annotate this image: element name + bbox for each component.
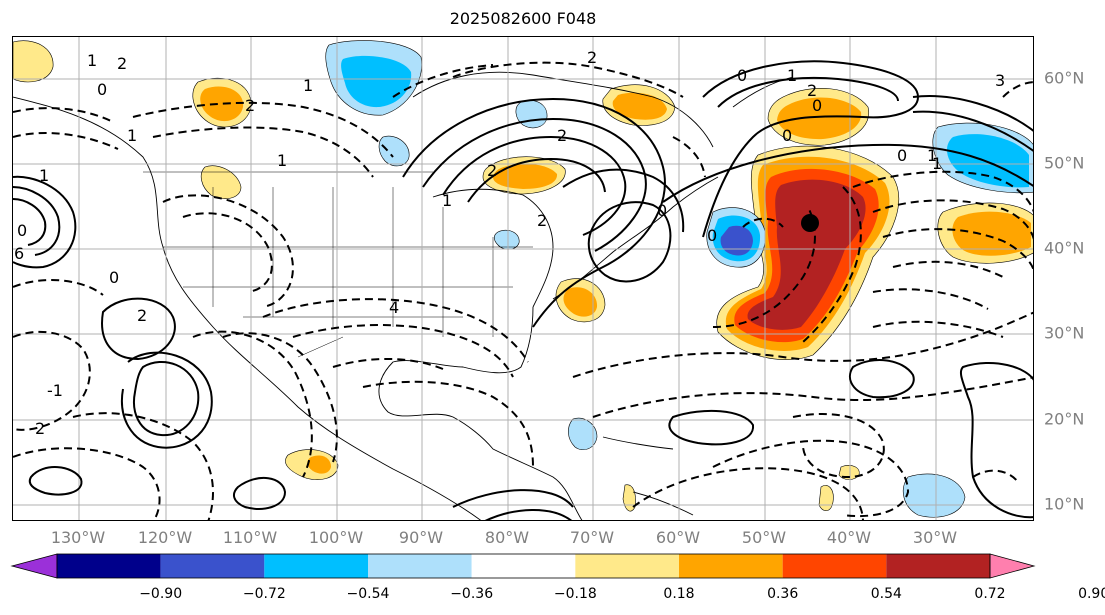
colorbar-tick-label: −0.54 [346, 586, 390, 602]
lon-tick-label: 130°W [50, 528, 106, 547]
colorbar-tick-label: −0.18 [553, 586, 597, 602]
contour-value-label: 3 [995, 71, 1005, 90]
contour-value-label: 0 [109, 268, 119, 287]
colorbar-bin [471, 554, 576, 578]
contour-value-label: 1 [127, 126, 137, 145]
colorbar-min-extend [10, 553, 58, 579]
lat-tick-label: 10°N [1044, 494, 1085, 514]
colorbar-tick-label: −0.36 [450, 586, 494, 602]
contour-value-label: 2 [537, 211, 547, 230]
contour-value-label: 0 [737, 66, 747, 85]
colorbar-tick-label: 0.54 [870, 586, 902, 602]
lon-tick-label: 110°W [222, 528, 278, 547]
contour-value-label: 2 [557, 126, 567, 145]
map-title: 2025082600 F048 [449, 9, 597, 28]
colorbar-bin [886, 554, 990, 578]
contour-value-label: 0 [97, 80, 107, 99]
contour-value-label: 0 [782, 126, 792, 145]
colorbar-outline [56, 553, 991, 579]
colorbar-bin [57, 554, 161, 578]
contour-value-label: 0 [657, 201, 667, 220]
contour-value-label: 0 [897, 146, 907, 165]
contour-value-label: -1 [47, 381, 63, 400]
lon-tick-label: 90°W [398, 528, 444, 547]
contour-value-label: 1 [442, 191, 452, 210]
colorbar-bin [575, 554, 679, 578]
colorbar-tick-label: 0.90 [1078, 586, 1105, 602]
contour-value-label: 2 [587, 48, 597, 67]
contour-lines [13, 60, 1033, 520]
anomaly-shading [13, 40, 1033, 518]
colorbar-bin [782, 554, 887, 578]
contour-value-label: 1 [39, 166, 49, 185]
map-panel: 1 2 2 0 1 1 0 6 1 2 0 2 1 0 0 1 2 1 0 2 2 -1 2 4 0 3 0 1 1 0 2 [12, 36, 1034, 521]
lon-tick-label: 100°W [308, 528, 364, 547]
lon-tick-label: 70°W [569, 528, 615, 547]
lat-tick-label: 50°N [1044, 153, 1085, 173]
contour-value-label: 6 [14, 244, 24, 263]
contour-value-label: 2 [245, 96, 255, 115]
contour-value-label: 0 [812, 96, 822, 115]
contour-value-label: 1 [87, 51, 97, 70]
contour-value-label: 2 [35, 419, 45, 438]
contour-value-label: 1 [277, 151, 287, 170]
contour-value-label: 0 [707, 226, 717, 245]
coastlines [13, 71, 794, 520]
colorbar-bin [264, 554, 368, 578]
lon-tick-label: 60°W [655, 528, 701, 547]
colorbar-tick-label: −0.90 [139, 586, 183, 602]
map-gridlines [13, 37, 1033, 520]
contour-value-label: 0 [17, 221, 27, 240]
lat-tick-label: 30°N [1044, 323, 1085, 343]
lon-tick-label: 30°W [912, 528, 958, 547]
colorbar-bin [679, 554, 783, 578]
contour-value-label: 1 [787, 66, 797, 85]
contour-value-label: 1 [303, 76, 313, 95]
lat-tick-label: 60°N [1044, 68, 1085, 88]
storm-center-marker [801, 214, 819, 232]
colorbar-tick-label: −0.72 [242, 586, 286, 602]
colorbar-tick-label: 0.18 [663, 586, 695, 602]
lat-tick-label: 40°N [1044, 238, 1085, 258]
lat-tick-label: 20°N [1044, 409, 1085, 429]
contour-value-label: 2 [807, 81, 817, 100]
colorbar [10, 553, 1036, 579]
lon-tick-label: 50°W [741, 528, 787, 547]
contour-value-label: 2 [137, 306, 147, 325]
contour-value-label: 2 [487, 161, 497, 180]
lon-tick-label: 40°W [826, 528, 872, 547]
colorbar-bin [368, 554, 472, 578]
colorbar-max-extend [989, 553, 1036, 579]
contour-value-label: 4 [389, 298, 399, 317]
contour-value-label: 1 [927, 146, 937, 165]
lon-tick-label: 120°W [137, 528, 193, 547]
colorbar-bin [160, 554, 265, 578]
political-borders [143, 171, 533, 358]
contour-value-label: 2 [117, 54, 127, 73]
lon-tick-label: 80°W [484, 528, 530, 547]
colorbar-tick-label: 0.36 [767, 586, 799, 602]
contour-value-label: 1 [932, 154, 942, 173]
colorbar-tick-label: 0.72 [974, 586, 1006, 602]
